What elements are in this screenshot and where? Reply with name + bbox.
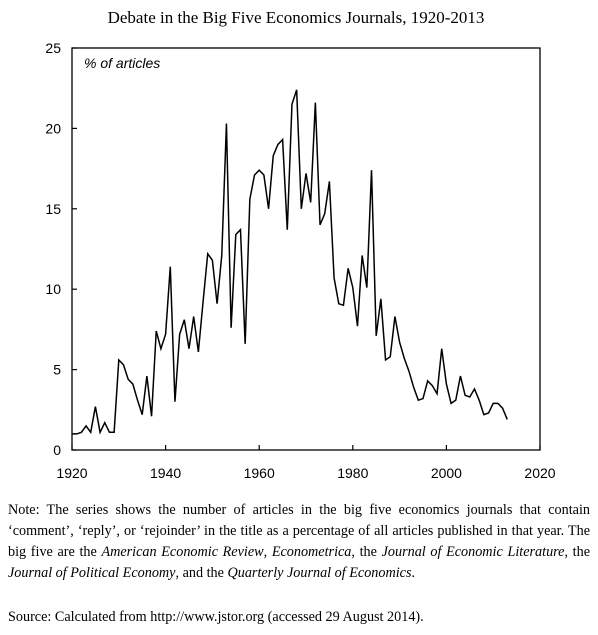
note-separator: , the [351, 544, 382, 560]
y-axis-label: % of articles [84, 55, 160, 71]
note-journal-jpe: Journal of Political Economy [8, 565, 176, 581]
x-tick-label: 1980 [337, 465, 368, 481]
note-journal-aer: American Economic Review [101, 544, 264, 560]
note-end: . [411, 565, 416, 581]
series-line [72, 89, 508, 435]
x-tick-label: 1940 [150, 465, 181, 481]
note-journal-jel: Journal of Economic Literature [381, 544, 565, 560]
note-separator: , [263, 544, 272, 560]
chart-note: Note: The series shows the number of art… [8, 500, 590, 584]
plot-frame [71, 47, 541, 451]
note-separator: , and the [175, 565, 228, 581]
note-journal-econometrica: Econometrica [271, 544, 352, 560]
chart-title: Debate in the Big Five Economics Journal… [108, 8, 485, 27]
y-tick-label: 25 [45, 40, 61, 56]
x-tick-label: 2000 [431, 465, 462, 481]
x-tick-label: 1960 [244, 465, 275, 481]
y-tick-label: 10 [45, 281, 61, 297]
x-tick-label: 2020 [524, 465, 555, 481]
note-text: Note: The series shows the number of art… [8, 502, 590, 560]
y-tick-label: 5 [53, 362, 61, 378]
plot-area: % of articles 0 5 10 15 20 25 1920 1940 1960 1980… [45, 40, 555, 481]
x-tick-label: 1920 [56, 465, 87, 481]
y-tick-label: 20 [45, 120, 61, 136]
axis-ticks: 0 5 10 15 20 25 1920 1940 1960 1980 2000 2020 [45, 40, 555, 481]
y-tick-label: 15 [45, 201, 61, 217]
chart: Debate in the Big Five Economics Journal… [45, 8, 555, 481]
note-separator: , the [564, 544, 590, 560]
y-tick-label: 0 [53, 442, 61, 458]
chart-source: Source: Calculated from http://www.jstor… [8, 609, 424, 625]
note-journal-qje: Quarterly Journal of Economics [227, 565, 412, 581]
